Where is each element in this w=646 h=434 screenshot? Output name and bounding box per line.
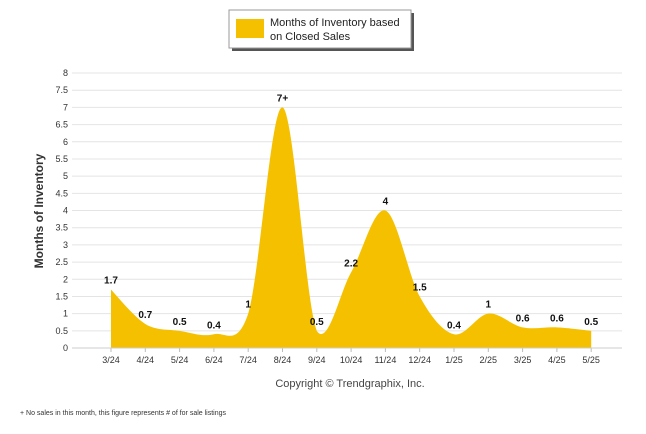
y-tick-label: 8: [63, 68, 68, 78]
y-tick-label: 3.5: [55, 223, 68, 233]
y-axis-title: Months of Inventory: [32, 153, 46, 268]
x-tick-label: 3/25: [514, 355, 532, 365]
legend-swatch: [236, 19, 264, 38]
x-tick-label: 6/24: [205, 355, 223, 365]
data-labels: 1.7 0.7 0.5 0.4 1 7+ 0.5 2.2 4 1.5 0.4 1 0.6 0.6 0.5: [104, 93, 599, 331]
data-label: 4: [383, 197, 389, 208]
y-tick-label: 0.5: [55, 326, 68, 336]
y-tick-label: 4: [63, 206, 68, 216]
data-label: 7+: [277, 93, 289, 104]
x-tick-label: 5/24: [171, 355, 189, 365]
data-label: 1.5: [413, 282, 427, 293]
data-label: 0.6: [516, 313, 530, 324]
data-label: 1: [486, 300, 492, 311]
x-tick-label: 4/25: [548, 355, 566, 365]
data-label: 0.6: [550, 313, 564, 324]
y-tick-label: 4.5: [55, 188, 68, 198]
x-tick-label: 7/24: [239, 355, 257, 365]
data-label: 0.5: [173, 317, 187, 328]
y-tick-label: 2.5: [55, 257, 68, 267]
y-tick-label: 1.5: [55, 291, 68, 301]
copyright-text: Copyright © Trendgraphix, Inc.: [275, 378, 424, 390]
x-tick-label: 10/24: [340, 355, 363, 365]
data-label: 2.2: [344, 258, 358, 269]
y-tick-label: 7: [63, 102, 68, 112]
data-label: 1: [245, 300, 251, 311]
y-tick-label: 0: [63, 343, 68, 353]
y-tick-label: 7.5: [55, 85, 68, 95]
legend-label-line2: on Closed Sales: [270, 31, 351, 43]
y-tick-label: 1: [63, 309, 68, 319]
data-label: 0.4: [207, 320, 221, 331]
x-tick-label: 11/24: [374, 355, 396, 365]
y-tick-label: 3: [63, 240, 68, 250]
y-tick-label: 6: [63, 137, 68, 147]
legend: Months of Inventory based on Closed Sale…: [228, 9, 414, 51]
data-label: 0.7: [138, 310, 152, 321]
y-tick-label: 6.5: [55, 120, 68, 130]
data-label: 0.5: [310, 317, 324, 328]
y-tick-label: 2: [63, 274, 68, 284]
data-label: 0.5: [584, 317, 598, 328]
x-tick-label: 8/24: [274, 355, 292, 365]
x-axis-ticks: 3/24 4/24 5/24 6/24 7/24 8/24 9/24 10/24 11/24 12…: [72, 347, 622, 365]
data-label: 1.7: [104, 276, 118, 287]
grid: [72, 72, 622, 349]
x-tick-label: 3/24: [102, 355, 120, 365]
y-tick-label: 5: [63, 171, 68, 181]
x-tick-label: 12/24: [408, 355, 431, 365]
x-tick-label: 5/25: [582, 355, 600, 365]
x-tick-label: 9/24: [308, 355, 326, 365]
legend-label-line1: Months of Inventory based: [270, 17, 400, 29]
x-tick-label: 1/25: [445, 355, 463, 365]
inventory-area: [111, 107, 592, 348]
data-label: 0.4: [447, 320, 461, 331]
plot-area: [111, 107, 592, 348]
y-tick-label: 5.5: [55, 154, 68, 164]
x-tick-label: 2/25: [480, 355, 498, 365]
y-axis-ticks: 0 0.5 1 1.5 2 2.5 3 3.5 4 4.5 5 5.5 6 6.5 7 7.5 8: [55, 68, 68, 353]
footnote-text: + No sales in this month, this figure re…: [20, 410, 227, 417]
x-tick-label: 4/24: [137, 355, 155, 365]
